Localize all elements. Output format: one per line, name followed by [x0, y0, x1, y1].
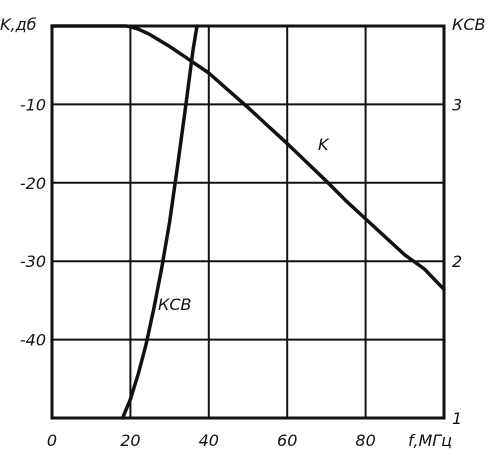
x-tick-label: 40: [199, 431, 219, 450]
y-tick-label-right: 2: [452, 252, 462, 271]
tick-labels: 0 20 40 60 80 -10 -20 -30 -40 1 2 3: [20, 95, 462, 450]
y-axis-label-right: КСВ: [452, 15, 486, 34]
series-line-ksv: [120, 24, 199, 420]
y-axis-label-left: K,дб: [0, 15, 37, 34]
x-tick-label: 0: [47, 431, 57, 450]
x-tick-label: 20: [120, 431, 140, 450]
y-tick-label-left: -40: [20, 331, 46, 350]
curves: [50, 24, 446, 420]
y-tick-label-left: -30: [20, 252, 46, 271]
grid: [52, 26, 444, 418]
y-tick-label-left: -10: [20, 95, 46, 114]
series-line-k: [50, 24, 446, 292]
x-axis-label: f,МГц: [408, 431, 452, 450]
x-tick-label: 60: [277, 431, 297, 450]
y-tick-label-right: 3: [452, 95, 462, 114]
y-tick-label-right: 1: [452, 409, 462, 428]
plot-frame: [50, 24, 446, 420]
series-label-ksv: КСВ: [158, 295, 192, 314]
y-tick-label-left: -20: [20, 174, 46, 193]
x-tick-label: 80: [355, 431, 375, 450]
series-label-k: K: [318, 135, 330, 154]
